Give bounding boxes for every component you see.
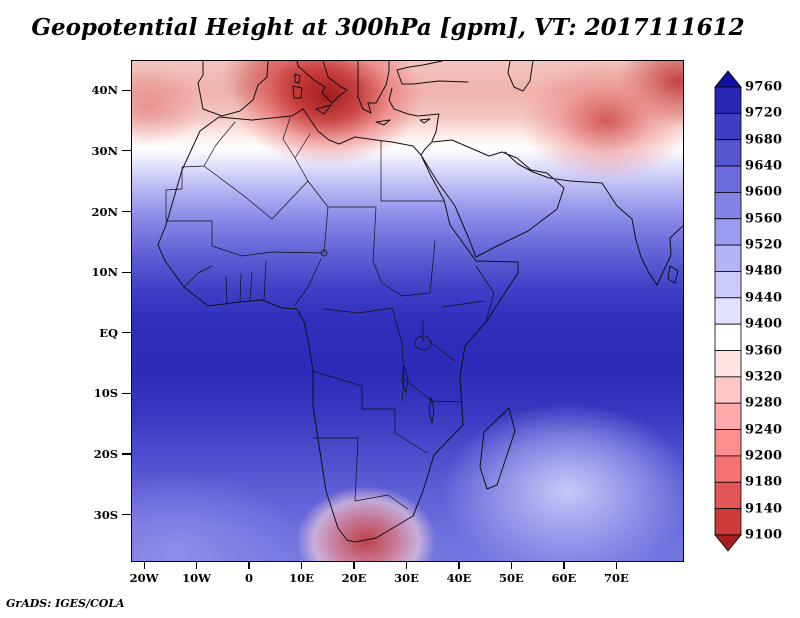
latitude-tick: [122, 271, 131, 273]
colorbar-label: 9640: [745, 158, 783, 174]
longitude-axis-label: 70E: [604, 571, 629, 585]
latitude-axis-label: 30S: [93, 507, 118, 522]
longitude-tick: [405, 561, 408, 569]
longitude-axis-label: 50E: [499, 571, 524, 585]
latitude-tick: [122, 332, 131, 334]
lake-victoria: [414, 335, 432, 351]
longitude-axis-label: 60E: [551, 571, 577, 585]
longitude-tick: [510, 561, 513, 569]
latitude-axis-label: 10N: [91, 265, 118, 280]
longitude-axis-label: 30E: [394, 571, 419, 585]
latitude-tick: [122, 150, 131, 152]
map-plot: [131, 60, 684, 562]
colorbar-label: 9520: [745, 237, 783, 253]
colorbar-label: 9320: [745, 369, 783, 385]
colorbar-segment: [714, 271, 742, 299]
latitude-tick: [122, 513, 131, 516]
colorbar-top-triangle: [714, 70, 742, 88]
latitude-tick: [122, 392, 131, 394]
latitude-tick: [122, 210, 131, 213]
colorbar-segment: [714, 350, 742, 378]
colorbar-segment: [714, 297, 742, 325]
colorbar-label: 9100: [745, 527, 783, 543]
colorbar-segment: [714, 218, 742, 246]
colorbar-label: 9200: [745, 448, 783, 464]
colorbar-segment: [714, 481, 742, 510]
colorbar-label: 9180: [745, 474, 783, 490]
colorbar-segment: [714, 165, 742, 193]
country-borders-path: [165, 117, 495, 510]
latitude-axis-label: 10S: [93, 386, 118, 401]
latitude-tick: [122, 89, 131, 91]
map-overlay: [157, 61, 683, 543]
longitude-tick: [353, 561, 355, 569]
latitude-axis-label: 30N: [91, 143, 118, 158]
colorbar-segment: [714, 139, 742, 167]
colorbar-label: 9240: [745, 422, 783, 438]
colorbar-segment: [714, 112, 742, 141]
coastlines-path: [157, 61, 683, 543]
longitude-tick: [195, 561, 198, 569]
longitude-tick: [143, 561, 145, 569]
colorbar-label: 9480: [745, 263, 783, 279]
lakes: [320, 249, 435, 424]
longitude-tick: [615, 561, 617, 569]
colorbar-segment: [714, 429, 742, 457]
latitude-axis-label: 40N: [91, 83, 118, 98]
colorbar-segment: [714, 192, 742, 220]
latitude-axis-label: 20N: [91, 204, 118, 219]
colorbar-label: 9680: [745, 132, 783, 148]
colorbar-label: 9400: [745, 316, 783, 332]
longitude-axis-label: 10E: [289, 571, 314, 585]
colorbar-segment: [714, 508, 742, 536]
colorbar-label: 9560: [745, 211, 783, 227]
grads-credit: GrADS: IGES/COLA: [6, 597, 125, 610]
colorbar-segment: [714, 323, 742, 351]
longitude-tick: [248, 561, 250, 569]
colorbar-segment: [714, 455, 742, 483]
plot-title: Geopotential Height at 300hPa [gpm], VT:…: [31, 14, 745, 41]
lake-malawi: [428, 396, 435, 424]
longitude-axis-label: 10W: [182, 571, 212, 585]
colorbar-label: 9720: [745, 105, 783, 121]
longitude-tick: [458, 561, 460, 569]
colorbar-bottom-triangle: [714, 534, 742, 552]
lake-tanganyika: [401, 365, 409, 394]
colorbar: [714, 70, 742, 552]
longitude-tick: [563, 561, 565, 569]
longitude-axis-label: 20W: [129, 571, 159, 585]
colorbar-segment: [714, 244, 742, 272]
colorbar-segment: [714, 376, 742, 404]
colorbar-label: 9280: [745, 395, 783, 411]
latitude-tick: [122, 453, 131, 455]
colorbar-segment: [714, 402, 742, 430]
colorbar-segment: [714, 86, 742, 114]
longitude-axis-label: 40E: [446, 571, 472, 585]
colorbar-label: 9600: [745, 184, 783, 200]
colorbar-label: 9140: [745, 501, 783, 517]
lake-chad: [320, 249, 328, 257]
longitude-axis-label: 0: [245, 571, 254, 585]
latitude-axis-label: 20S: [93, 446, 118, 461]
colorbar-label: 9760: [745, 79, 783, 95]
colorbar-label: 9440: [745, 290, 783, 306]
latitude-axis-label: EQ: [99, 325, 118, 340]
longitude-axis-label: 20E: [341, 571, 367, 585]
longitude-tick: [300, 561, 303, 569]
shaded-contour-field: [132, 61, 683, 561]
colorbar-label: 9360: [745, 343, 783, 358]
